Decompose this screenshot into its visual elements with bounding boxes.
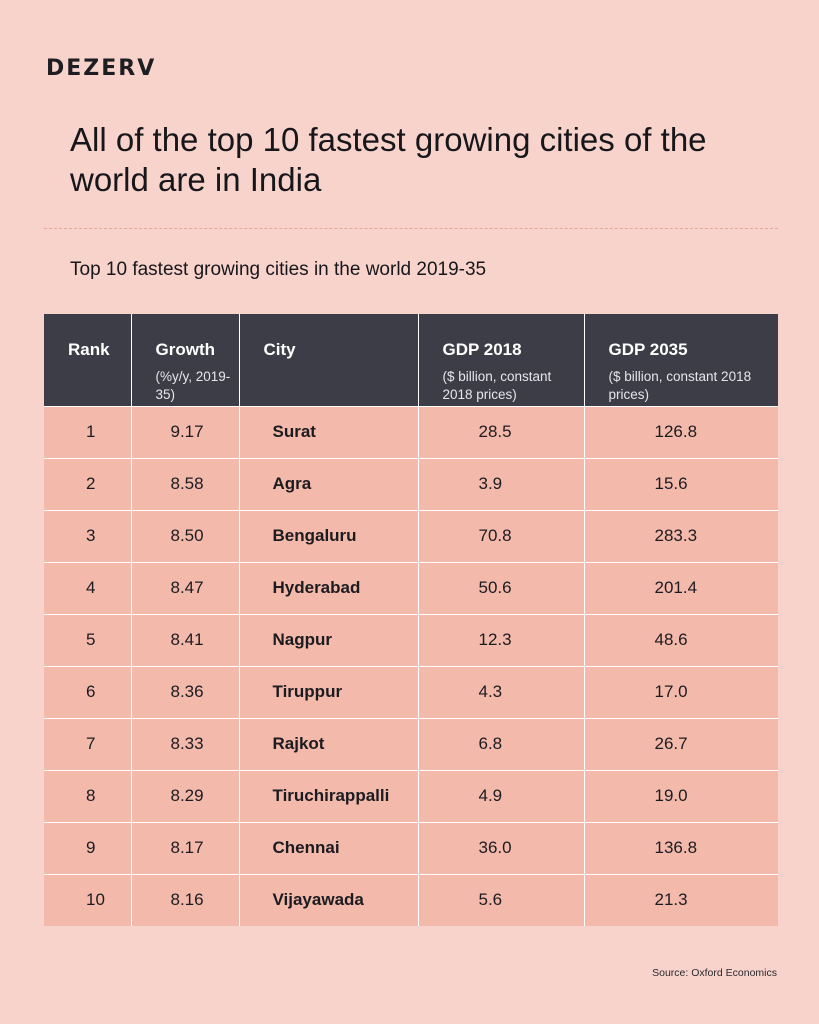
header-rank: Rank — [44, 314, 132, 406]
gdp-2018-cell: 12.3 — [418, 613, 585, 666]
growth-cell: 9.17 — [131, 405, 240, 458]
rank-cell: 10 — [44, 873, 132, 926]
gdp-2035-cell: 19.0 — [584, 769, 778, 822]
city-cell: Hyderabad — [239, 561, 419, 614]
table-header-row: Rank Growth (%y/y, 2019-35) City GDP 201… — [44, 314, 778, 406]
city-cell: Bengaluru — [239, 509, 419, 562]
table-row: 2 8.58 Agra 3.9 15.6 — [44, 457, 778, 510]
rank-cell: 7 — [44, 717, 132, 770]
growth-cell: 8.16 — [131, 873, 240, 926]
gdp-2018-cell: 36.0 — [418, 821, 585, 874]
growth-cell: 8.29 — [131, 769, 240, 822]
gdp-2018-cell: 50.6 — [418, 561, 585, 614]
header-label: City — [263, 340, 296, 359]
table-row: 4 8.47 Hyderabad 50.6 201.4 — [44, 561, 778, 614]
table-body: 1 9.17 Surat 28.5 126.8 2 8.58 Agra 3.9 15.6 3 8.50… — [44, 405, 778, 926]
gdp-2018-cell: 4.9 — [418, 769, 585, 822]
rank-cell: 8 — [44, 769, 132, 822]
table-row: 3 8.50 Bengaluru 70.8 283.3 — [44, 509, 778, 562]
gdp-2035-cell: 283.3 — [584, 509, 778, 562]
header-sublabel: (%y/y, 2019-35) — [155, 369, 231, 402]
gdp-2035-cell: 21.3 — [584, 873, 778, 926]
gdp-2018-cell: 28.5 — [418, 405, 585, 458]
growth-cell: 8.33 — [131, 717, 240, 770]
rank-cell: 4 — [44, 561, 132, 614]
gdp-2035-cell: 15.6 — [584, 457, 778, 510]
city-cell: Nagpur — [239, 613, 419, 666]
growth-cell: 8.58 — [131, 457, 240, 510]
rank-cell: 1 — [44, 405, 132, 458]
table-row: 7 8.33 Rajkot 6.8 26.7 — [44, 717, 778, 770]
rank-cell: 9 — [44, 821, 132, 874]
gdp-2035-cell: 26.7 — [584, 717, 778, 770]
rank-cell: 3 — [44, 509, 132, 562]
header-sublabel: ($ billion, constant 2018 prices) — [608, 369, 752, 402]
brand-logo: DEZERV — [46, 56, 157, 81]
table-row: 8 8.29 Tiruchirappalli 4.9 19.0 — [44, 769, 778, 822]
header-gdp-2018: GDP 2018 ($ billion, constant 2018 price… — [418, 314, 585, 406]
header-label: Rank — [68, 340, 110, 359]
gdp-2035-cell: 136.8 — [584, 821, 778, 874]
city-cell: Chennai — [239, 821, 419, 874]
growth-cell: 8.36 — [131, 665, 240, 718]
rank-cell: 6 — [44, 665, 132, 718]
header-label: GDP 2035 — [608, 340, 688, 359]
header-city: City — [239, 314, 419, 406]
header-label: Growth — [155, 340, 216, 359]
gdp-2035-cell: 126.8 — [584, 405, 778, 458]
gdp-2035-cell: 17.0 — [584, 665, 778, 718]
growth-cell: 8.17 — [131, 821, 240, 874]
growth-cell: 8.50 — [131, 509, 240, 562]
header-label: GDP 2018 — [442, 340, 522, 359]
cities-table: Rank Growth (%y/y, 2019-35) City GDP 201… — [44, 314, 778, 926]
gdp-2018-cell: 3.9 — [418, 457, 585, 510]
rank-cell: 2 — [44, 457, 132, 510]
gdp-2035-cell: 201.4 — [584, 561, 778, 614]
table-row: 6 8.36 Tiruppur 4.3 17.0 — [44, 665, 778, 718]
header-gdp-2035: GDP 2035 ($ billion, constant 2018 price… — [584, 314, 778, 406]
city-cell: Tiruppur — [239, 665, 419, 718]
city-cell: Rajkot — [239, 717, 419, 770]
city-cell: Agra — [239, 457, 419, 510]
table-row: 5 8.41 Nagpur 12.3 48.6 — [44, 613, 778, 666]
header-growth: Growth (%y/y, 2019-35) — [131, 314, 240, 406]
dashed-divider — [44, 228, 778, 229]
table-row: 1 9.17 Surat 28.5 126.8 — [44, 405, 778, 458]
table-title: Top 10 fastest growing cities in the wor… — [70, 259, 487, 280]
gdp-2018-cell: 4.3 — [418, 665, 585, 718]
gdp-2018-cell: 6.8 — [418, 717, 585, 770]
city-cell: Tiruchirappalli — [239, 769, 419, 822]
growth-cell: 8.41 — [131, 613, 240, 666]
city-cell: Surat — [239, 405, 419, 458]
gdp-2018-cell: 5.6 — [418, 873, 585, 926]
headline: All of the top 10 fastest growing cities… — [70, 121, 707, 198]
table-row: 9 8.17 Chennai 36.0 136.8 — [44, 821, 778, 874]
city-cell: Vijayawada — [239, 873, 419, 926]
rank-cell: 5 — [44, 613, 132, 666]
table-row: 10 8.16 Vijayawada 5.6 21.3 — [44, 873, 778, 926]
gdp-2018-cell: 70.8 — [418, 509, 585, 562]
growth-cell: 8.47 — [131, 561, 240, 614]
source-note: Source: Oxford Economics — [652, 967, 777, 979]
header-sublabel: ($ billion, constant 2018 prices) — [442, 369, 552, 402]
gdp-2035-cell: 48.6 — [584, 613, 778, 666]
